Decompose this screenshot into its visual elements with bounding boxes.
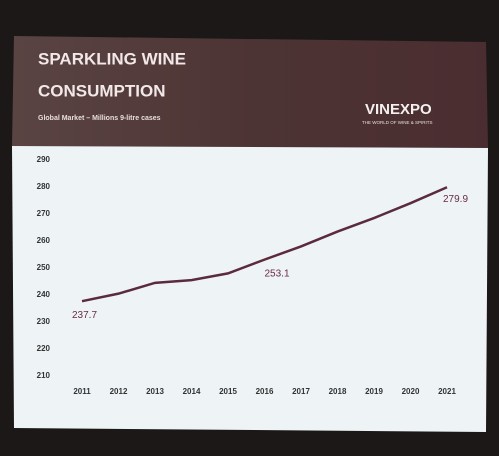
data-label: 253.1 <box>265 268 290 279</box>
data-label: 237.7 <box>72 310 97 321</box>
subtitle: Global Market – Millions 9-litre cases <box>38 115 161 122</box>
x-tick-label: 2018 <box>329 387 347 396</box>
x-tick-label: 2014 <box>183 387 201 396</box>
x-tick-label: 2013 <box>146 387 164 396</box>
x-tick-label: 2012 <box>110 387 128 396</box>
slide-body <box>12 146 488 432</box>
x-tick-label: 2019 <box>365 387 383 396</box>
x-tick-label: 2016 <box>256 387 274 396</box>
data-line <box>81 186 448 303</box>
logo: VINEXPO <box>365 101 432 118</box>
y-tick-label: 250 <box>37 263 51 272</box>
x-tick-label: 2020 <box>402 387 420 396</box>
data-label: 279.9 <box>443 194 468 205</box>
y-tick-label: 240 <box>37 290 51 299</box>
y-tick-label: 270 <box>37 209 51 218</box>
logo-tagline: THE WORLD OF WINE & SPIRITS <box>362 120 433 125</box>
slide-header <box>12 36 488 148</box>
x-tick-label: 2011 <box>73 387 91 396</box>
y-tick-label: 220 <box>37 344 51 353</box>
title-line-2: CONSUMPTION <box>38 81 166 100</box>
x-tick-label: 2021 <box>438 387 456 396</box>
title-line-1: SPARKLING WINE <box>38 49 186 68</box>
x-tick-label: 2015 <box>219 387 237 396</box>
y-tick-label: 260 <box>37 236 51 245</box>
y-tick-label: 290 <box>37 155 51 164</box>
x-tick-label: 2017 <box>292 387 310 396</box>
y-tick-label: 230 <box>37 317 51 326</box>
y-tick-label: 210 <box>37 371 51 380</box>
y-tick-label: 280 <box>37 182 51 191</box>
